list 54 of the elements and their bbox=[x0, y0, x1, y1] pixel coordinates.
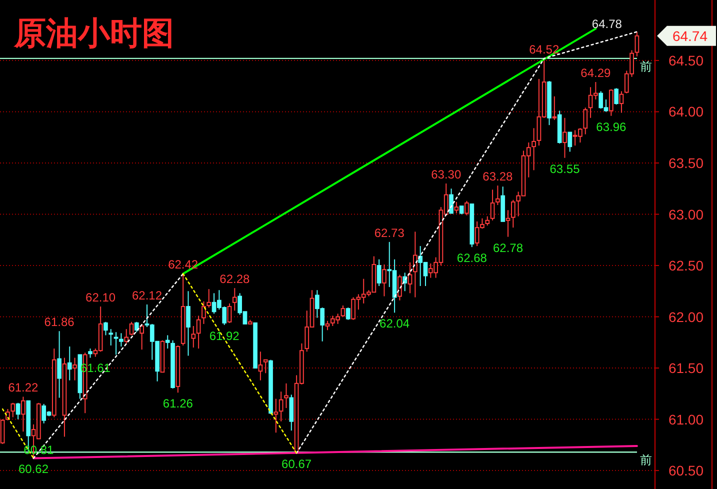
annotation: 62.73 bbox=[374, 226, 405, 240]
candlestick bbox=[506, 210, 510, 238]
annotation: 63.28 bbox=[482, 170, 514, 184]
candlestick bbox=[232, 288, 237, 312]
y-tick-label: 63.00 bbox=[668, 206, 704, 222]
candlestick bbox=[67, 346, 72, 381]
annotation: 62.28 bbox=[220, 272, 250, 286]
annotation: 64.29 bbox=[580, 66, 612, 80]
candlestick bbox=[284, 382, 288, 409]
candlestick bbox=[114, 332, 118, 356]
annotation: 61.26 bbox=[162, 396, 194, 411]
candlestick bbox=[274, 398, 278, 434]
y-tick-label: 62.00 bbox=[668, 308, 704, 325]
annotation: 63.96 bbox=[596, 120, 626, 134]
annotation: 62.10 bbox=[86, 290, 116, 305]
ref-line-label: 前 bbox=[640, 453, 652, 468]
y-tick-label: 64.00 bbox=[668, 104, 704, 120]
y-tick-label: 62.50 bbox=[668, 258, 704, 274]
annotation: 60.67 bbox=[282, 457, 312, 472]
candlestick bbox=[562, 117, 567, 158]
annotation: 61.22 bbox=[8, 380, 39, 395]
annotation: 62.04 bbox=[380, 316, 410, 331]
annotation: 63.30 bbox=[431, 168, 462, 182]
candlestick bbox=[186, 290, 190, 356]
candlestick bbox=[289, 394, 294, 432]
candlestick bbox=[191, 326, 196, 348]
y-tick-label: 63.50 bbox=[668, 155, 704, 171]
annotation: 61.92 bbox=[209, 328, 240, 343]
annotation: 60.62 bbox=[18, 462, 49, 476]
candlestick bbox=[278, 391, 284, 422]
ref-line-label: 前 bbox=[640, 59, 652, 74]
candlestick bbox=[619, 90, 624, 114]
annotation: 61.86 bbox=[44, 315, 75, 330]
annotation: 62.78 bbox=[492, 240, 524, 255]
candlestick bbox=[532, 128, 536, 171]
annotation: 62.12 bbox=[132, 288, 162, 302]
text: 原油小时图 bbox=[13, 15, 174, 51]
y-tick-label: 64.50 bbox=[668, 52, 704, 68]
candlestick bbox=[72, 357, 77, 381]
text: 64.74 bbox=[672, 28, 708, 44]
candlestick bbox=[413, 231, 418, 298]
annotation: 64.52 bbox=[529, 42, 560, 56]
candlestick bbox=[258, 351, 263, 381]
candlestick bbox=[408, 262, 412, 294]
candlestick bbox=[196, 315, 201, 350]
annotation: 63.55 bbox=[550, 162, 580, 176]
candlestick bbox=[21, 396, 26, 432]
annotation: 62.42 bbox=[168, 258, 198, 272]
annotation: 62.68 bbox=[456, 251, 488, 266]
y-tick-label: 61.50 bbox=[668, 360, 704, 376]
annotation: 64.78 bbox=[592, 16, 622, 31]
y-tick-label: 61.00 bbox=[668, 411, 704, 428]
candlestick bbox=[57, 330, 62, 398]
y-tick-label: 60.50 bbox=[668, 462, 704, 479]
